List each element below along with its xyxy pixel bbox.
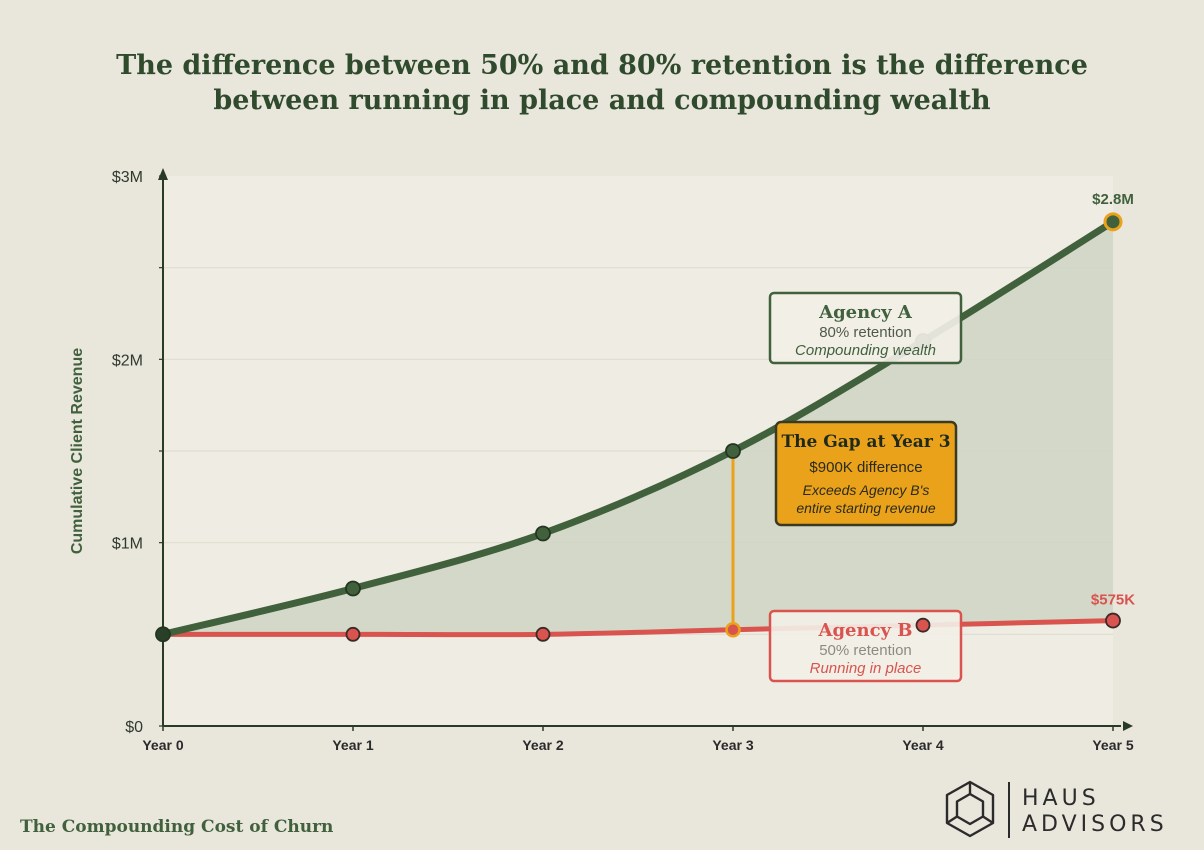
x-tick-label: Year 0 [142, 737, 183, 753]
x-tick-label: Year 3 [712, 737, 753, 753]
gap-callout-difference: $900K difference [809, 459, 922, 476]
gap-callout-box [774, 420, 958, 527]
title-line-1: The difference between 50% and 80% reten… [116, 50, 1088, 81]
gap-callout-note-1: Exceeds Agency B's [803, 482, 930, 498]
agency-b-callout-title: Agency B [818, 620, 913, 641]
x-tick-label: Year 2 [522, 737, 563, 753]
agency-b-callout-box [768, 609, 963, 683]
agency-b-point [345, 626, 361, 642]
agency-a-point [155, 626, 171, 643]
agency-b-point [915, 617, 931, 633]
agency-b-point [535, 626, 551, 642]
brand-logo: HAUS ADVISORS [938, 778, 1198, 842]
brand-name-haus: HAUS [1022, 786, 1100, 811]
x-axis-arrow-icon [1123, 721, 1133, 731]
gap-callout-note-2: entire starting revenue [796, 500, 936, 516]
x-tick-label: Year 4 [902, 737, 943, 753]
agency-a-point [725, 443, 741, 459]
agency-a-callout-caption: Compounding wealth [795, 342, 936, 359]
brand-divider [1008, 782, 1010, 838]
agency-b-point [725, 622, 741, 638]
gap-callout-title: The Gap at Year 3 [781, 432, 950, 452]
agency-a-end-label: $2.8M [1092, 191, 1134, 208]
y-tick-label: $0 [125, 719, 143, 736]
y-tick-label: $2M [112, 352, 143, 369]
agency-a-point [1103, 212, 1123, 232]
agency-b-end-label: $575K [1091, 592, 1135, 609]
x-tick-label: Year 1 [332, 737, 373, 753]
page-title: The difference between 50% and 80% reten… [0, 48, 1204, 118]
y-axis-arrow-icon [158, 168, 168, 180]
y-axis-label: Cumulative Client Revenue [69, 348, 86, 554]
agency-a-callout-retention: 80% retention [819, 324, 912, 341]
x-tick-label: Year 5 [1092, 737, 1133, 753]
gap-area-fill [163, 221, 1113, 635]
agency-b-point [1105, 612, 1121, 629]
agency-b-callout-retention: 50% retention [819, 642, 912, 659]
y-tick-label: $3M [112, 169, 143, 186]
title-line-2: between running in place and compounding… [213, 85, 991, 116]
agency-a-callout-box [768, 291, 963, 365]
brand-name-advisors: ADVISORS [1022, 812, 1168, 837]
y-tick-label: $1M [112, 536, 143, 553]
agency-a-point [345, 580, 361, 597]
footer-title: The Compounding Cost of Churn [20, 817, 334, 837]
agency-b-callout-caption: Running in place [810, 660, 922, 677]
agency-a-point [535, 525, 551, 542]
haus-cube-icon [945, 780, 995, 838]
agency-a-callout-title: Agency A [818, 302, 913, 323]
